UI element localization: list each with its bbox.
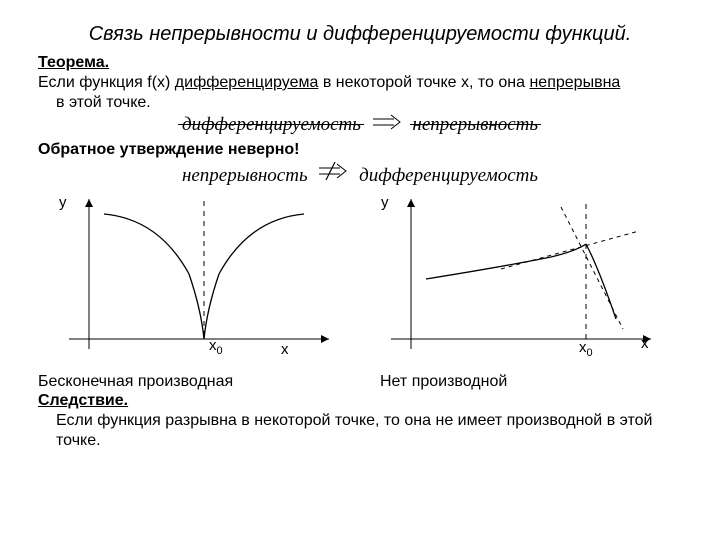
formula1-right: непрерывность xyxy=(412,114,538,135)
formula2-left: непрерывность xyxy=(182,165,308,186)
page-title: Связь непрерывности и дифференцируемости… xyxy=(38,22,682,47)
graph-captions: Бесконечная производная Нет производной xyxy=(38,373,682,391)
x-axis-label-r: x xyxy=(641,335,649,352)
converse-statement: Обратное утверждение неверно! xyxy=(38,140,682,160)
graph-right: y x x0 xyxy=(371,189,671,369)
x0-label-right: x0 xyxy=(579,339,593,359)
formula1-left: дифференцируемость xyxy=(182,114,361,135)
not-implies-icon xyxy=(318,161,348,181)
implication-1: дифференцируемость непрерывность xyxy=(38,114,682,136)
y-axis-label: y xyxy=(59,194,67,211)
theorem-underline-1: дифференцируема xyxy=(175,74,319,91)
x0-label-left: x0 xyxy=(209,337,223,357)
implication-2: непрерывность дифференцируемость xyxy=(38,161,682,187)
caption-right: Нет производной xyxy=(340,373,682,391)
implies-icon xyxy=(372,114,402,130)
theorem-text-3: в этой точке. xyxy=(38,94,151,111)
theorem-text-1: Если функция f(x) xyxy=(38,74,175,91)
formula2-right: дифференцируемость xyxy=(359,165,538,186)
consequence-text: Если функция разрывна в некоторой точке,… xyxy=(38,411,682,451)
graph-left: y x x0 xyxy=(49,189,349,369)
theorem-underline-2: непрерывна xyxy=(529,74,620,91)
consequence-block: Следствие. Если функция разрывна в некот… xyxy=(38,391,682,451)
theorem-label: Теорема. xyxy=(38,54,109,71)
consequence-label: Следствие. xyxy=(38,392,128,409)
theorem-block: Теорема. Если функция f(x) дифференцируе… xyxy=(38,53,682,113)
graphs-row: y x x0 xyxy=(38,189,682,369)
theorem-text-2: в некоторой точке x, то она xyxy=(318,74,529,91)
caption-left: Бесконечная производная xyxy=(38,373,340,391)
x-axis-label: x xyxy=(281,341,289,358)
y-axis-label-r: y xyxy=(381,194,389,211)
